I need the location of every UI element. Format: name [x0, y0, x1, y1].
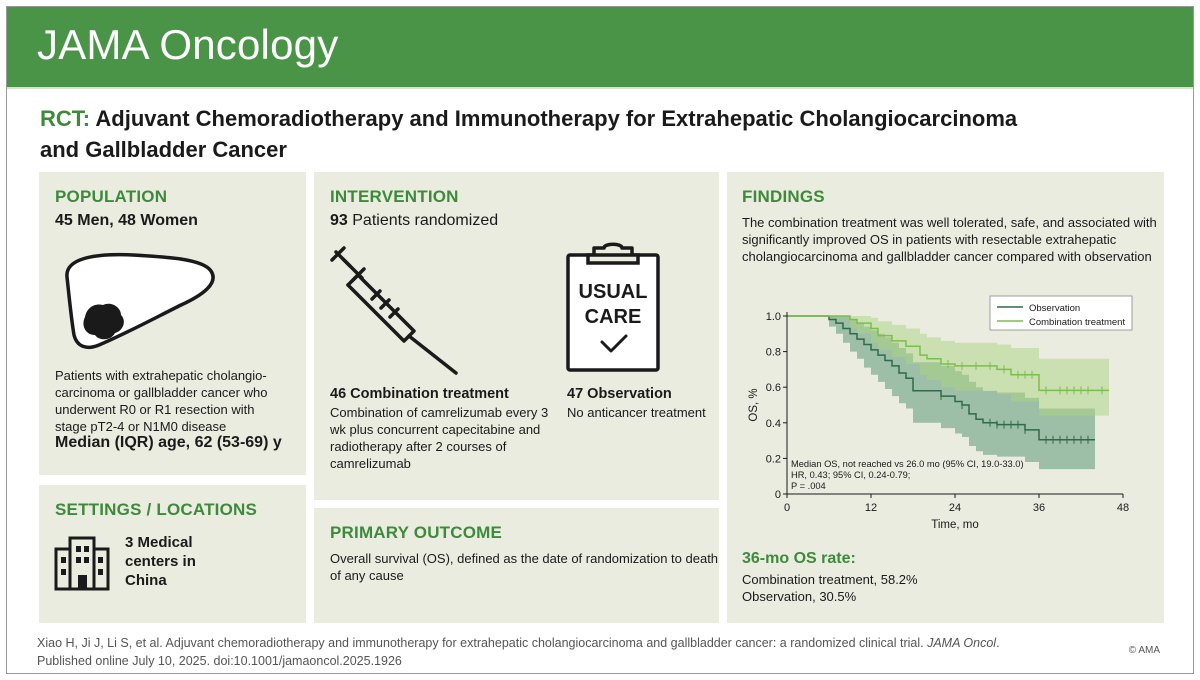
header-divider — [7, 87, 1193, 89]
stats-annotation: P = .004 — [791, 481, 826, 491]
settings-centers: 3 Medical centers in China — [125, 533, 196, 590]
y-tick-label: 0.4 — [766, 418, 781, 430]
journal-name: JAMA Oncology — [37, 21, 339, 68]
building-icon — [54, 536, 110, 591]
clipboard-text-1: USUAL — [579, 281, 648, 303]
population-desc-line: underwent R0 or R1 resection with — [55, 402, 255, 417]
legend-label: Combination treatment — [1029, 317, 1125, 328]
population-sex: 45 Men, 48 Women — [55, 212, 198, 229]
journal-header: JAMA Oncology — [7, 7, 1193, 87]
legend-label: Observation — [1029, 303, 1080, 314]
settings-panel: SETTINGS / LOCATIONS 3 Medical centers i… — [39, 485, 306, 623]
population-desc-line: Patients with extrahepatic cholangio- — [55, 368, 267, 383]
obs-count: 47 — [567, 386, 584, 402]
stats-annotation: HR, 0.43; 95% CI, 0.24-0.79; — [791, 470, 910, 480]
centers-line: China — [125, 572, 167, 589]
x-tick-label: 36 — [1033, 502, 1045, 514]
population-heading: POPULATION — [55, 187, 168, 206]
population-desc-line: carcinoma or gallbladder cancer who — [55, 385, 268, 400]
findings-desc-line: The combination treatment was well toler… — [742, 215, 1157, 230]
randomized-line: 93 Patients randomized — [330, 212, 498, 230]
clipboard-icon: USUAL CARE — [566, 242, 660, 372]
findings-desc-line: cholangiocarcinoma and gallbladder cance… — [742, 249, 1152, 264]
randomized-label: Patients randomized — [352, 212, 499, 229]
y-tick-label: 0.6 — [766, 382, 781, 394]
outcome-panel: PRIMARY OUTCOME Overall survival (OS), d… — [314, 508, 719, 623]
km-curve-1 — [787, 315, 1109, 392]
citation-text: Xiao H, Ji J, Li S, et al. Adjuvant chem… — [37, 636, 924, 650]
combo-arm: 46 Combination treatment Combination of … — [330, 386, 560, 472]
obs-title: 47 Observation — [567, 386, 717, 402]
combo-title: 46 Combination treatment — [330, 386, 560, 402]
chart-legend: Observation Combination treatment — [989, 295, 1133, 331]
stats-annotation: Median OS, not reached vs 26.0 mo (95% C… — [791, 459, 1024, 469]
y-axis-label: OS, % — [748, 388, 760, 421]
population-desc-line: stage pT2-4 or N1M0 disease — [55, 419, 227, 434]
citation: Xiao H, Ji J, Li S, et al. Adjuvant chem… — [37, 634, 1000, 670]
y-tick-label: 1.0 — [766, 311, 781, 323]
os-rate-observation: Observation, 30.5% — [742, 589, 857, 604]
x-tick-label: 24 — [949, 502, 961, 514]
combo-desc: Combination of camrelizumab every 3 wk p… — [330, 404, 560, 472]
combo-desc-line: wk plus concurrent capecitabine and — [330, 422, 541, 437]
combo-desc-line: Combination of camrelizumab every 3 — [330, 405, 549, 420]
x-axis-label: Time, mo — [931, 519, 979, 531]
copyright: © AMA — [1128, 645, 1160, 656]
y-tick-label: 0.2 — [766, 453, 781, 465]
centers-line: 3 Medical — [125, 534, 193, 551]
syringe-icon — [330, 246, 458, 375]
findings-desc-line: significantly improved OS in patients wi… — [742, 232, 1117, 247]
combo-desc-line: radiotherapy after 2 courses of — [330, 439, 507, 454]
y-tick-label: 0.8 — [766, 347, 781, 359]
findings-description: The combination treatment was well toler… — [742, 214, 1157, 265]
x-tick-label: 12 — [865, 502, 877, 514]
settings-heading: SETTINGS / LOCATIONS — [55, 500, 258, 519]
citation-end: . — [996, 636, 1000, 650]
title-line-2: and Gallbladder Cancer — [40, 137, 287, 162]
os-rate-combo: Combination treatment, 58.2% — [742, 572, 918, 587]
randomized-count: 93 — [330, 212, 348, 229]
os-rate-heading: 36-mo OS rate: — [742, 550, 856, 567]
centers-line: centers in — [125, 553, 196, 570]
outcome-heading: PRIMARY OUTCOME — [330, 523, 503, 542]
combo-label: Combination treatment — [350, 386, 509, 402]
population-panel: POPULATION 45 Men, 48 Women Patients wit… — [39, 172, 306, 475]
outcome-desc-line: of any cause — [330, 568, 404, 583]
infographic-frame — [6, 6, 1194, 674]
legend-box — [989, 295, 1133, 331]
population-description: Patients with extrahepatic cholangio- ca… — [55, 367, 267, 435]
km-curve-0 — [787, 315, 1095, 441]
intervention-heading: INTERVENTION — [330, 187, 459, 206]
citation-journal: JAMA Oncol — [927, 636, 997, 650]
title-line-1: Adjuvant Chemoradiotherapy and Immunothe… — [95, 106, 1018, 131]
observation-arm: 47 Observation No anticancer treatment — [567, 386, 717, 421]
population-age: Median (IQR) age, 62 (53-69) y — [55, 434, 282, 451]
combo-count: 46 — [330, 386, 347, 402]
citation-published: Published online July 10, 2025. doi:10.1… — [37, 654, 402, 668]
km-chart: 0 0.2 0.4 0.6 0.8 1.0 0 12 24 36 48 Time, mo OS, % Ob… — [748, 295, 1133, 531]
x-tick-label: 48 — [1117, 502, 1129, 514]
findings-heading: FINDINGS — [742, 187, 825, 206]
title-prefix: RCT: — [40, 106, 91, 131]
obs-desc: No anticancer treatment — [567, 405, 706, 420]
clipboard-text-2: CARE — [585, 306, 642, 328]
os-rate: 36-mo OS rate: Combination treatment, 58… — [742, 550, 918, 605]
obs-label: Observation — [587, 386, 672, 402]
combo-desc-line: camrelizumab — [330, 456, 411, 471]
outcome-description: Overall survival (OS), defined as the da… — [330, 550, 718, 584]
liver-tumor-icon — [65, 252, 215, 349]
x-tick-label: 0 — [784, 502, 790, 514]
intervention-panel: INTERVENTION 93 Patients randomized USUA… — [314, 172, 719, 500]
page-title: RCT: Adjuvant Chemoradiotherapy and Immu… — [40, 103, 1140, 165]
y-tick-label: 0 — [775, 489, 781, 501]
outcome-desc-line: Overall survival (OS), defined as the da… — [330, 551, 719, 566]
